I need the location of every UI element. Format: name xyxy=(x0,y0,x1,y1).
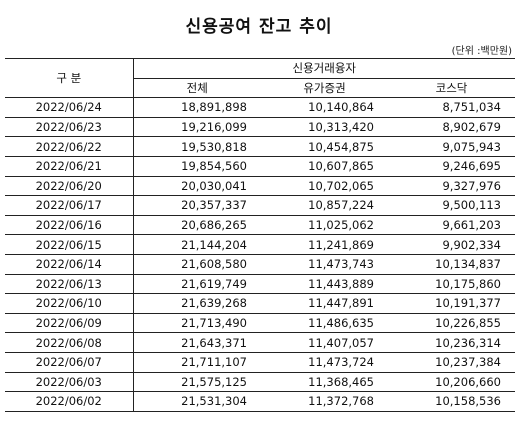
row-date: 2022/06/15 xyxy=(5,234,134,255)
row-kosdaq: 9,902,334 xyxy=(388,234,515,255)
row-date: 2022/06/24 xyxy=(5,97,134,118)
row-date: 2022/06/14 xyxy=(5,254,134,275)
table-row: 2022/06/15 21,144,204 11,241,869 9,902,334 xyxy=(5,234,515,255)
row-kosdaq: 10,206,660 xyxy=(388,372,515,393)
row-date: 2022/06/03 xyxy=(5,372,134,393)
table-row: 2022/06/13 21,619,749 11,443,889 10,175,860 xyxy=(5,274,515,295)
row-kosdaq: 9,327,976 xyxy=(388,176,515,197)
row-kospi: 10,454,875 xyxy=(261,136,388,157)
table-row: 2022/06/24 18,891,898 10,140,864 8,751,034 xyxy=(5,97,515,118)
row-total: 21,608,580 xyxy=(133,254,261,275)
row-date: 2022/06/09 xyxy=(5,313,134,334)
row-total: 19,216,099 xyxy=(133,117,261,138)
row-total: 19,530,818 xyxy=(133,136,261,157)
row-total: 19,854,560 xyxy=(133,156,261,177)
row-total: 21,531,304 xyxy=(133,391,261,412)
row-kosdaq: 10,191,377 xyxy=(388,293,515,314)
table-row: 2022/06/02 21,531,304 11,372,768 10,158,536 xyxy=(5,391,515,412)
row-kosdaq: 9,661,203 xyxy=(388,215,515,236)
table-row: 2022/06/08 21,643,371 11,407,057 10,236,314 xyxy=(5,332,515,353)
row-kosdaq: 10,236,314 xyxy=(388,332,515,353)
row-kospi: 11,025,062 xyxy=(261,215,388,236)
row-date: 2022/06/21 xyxy=(5,156,134,177)
row-total: 21,713,490 xyxy=(133,313,261,334)
row-kospi: 10,313,420 xyxy=(261,117,388,138)
header-total: 전체 xyxy=(133,78,261,99)
row-kospi: 10,857,224 xyxy=(261,195,388,216)
row-total: 21,643,371 xyxy=(133,332,261,353)
row-kosdaq: 9,246,695 xyxy=(388,156,515,177)
row-kosdaq: 10,134,837 xyxy=(388,254,515,275)
row-kospi: 10,702,065 xyxy=(261,176,388,197)
row-kospi: 11,447,891 xyxy=(261,293,388,314)
table-body: 2022/06/24 18,891,898 10,140,864 8,751,034 2… xyxy=(5,97,515,412)
row-total: 18,891,898 xyxy=(133,97,261,118)
row-kospi: 11,473,743 xyxy=(261,254,388,275)
row-date: 2022/06/08 xyxy=(5,332,134,353)
row-date: 2022/06/10 xyxy=(5,293,134,314)
row-total: 20,686,265 xyxy=(133,215,261,236)
row-date: 2022/06/22 xyxy=(5,136,134,157)
table-row: 2022/06/07 21,711,107 11,473,724 10,237,384 xyxy=(5,352,515,373)
row-kospi: 11,241,869 xyxy=(261,234,388,255)
row-kospi: 11,443,889 xyxy=(261,274,388,295)
row-kosdaq: 9,075,943 xyxy=(388,136,515,157)
row-total: 20,030,041 xyxy=(133,176,261,197)
row-total: 21,619,749 xyxy=(133,274,261,295)
row-date: 2022/06/20 xyxy=(5,176,134,197)
header-kospi: 유가증권 xyxy=(261,78,388,99)
row-total: 21,639,268 xyxy=(133,293,261,314)
row-date: 2022/06/23 xyxy=(5,117,134,138)
row-kosdaq: 10,237,384 xyxy=(388,352,515,373)
table-row: 2022/06/10 21,639,268 11,447,891 10,191,377 xyxy=(5,293,515,314)
table-row: 2022/06/20 20,030,041 10,702,065 9,327,976 xyxy=(5,176,515,197)
unit-note: (단위 :백만원) xyxy=(451,46,512,57)
table-row: 2022/06/17 20,357,337 10,857,224 9,500,113 xyxy=(5,195,515,216)
row-kospi: 11,473,724 xyxy=(261,352,388,373)
row-kospi: 11,486,635 xyxy=(261,313,388,334)
row-total: 21,711,107 xyxy=(133,352,261,373)
row-kospi: 11,372,768 xyxy=(261,391,388,412)
row-kospi: 10,607,865 xyxy=(261,156,388,177)
row-kosdaq: 9,500,113 xyxy=(388,195,515,216)
table-row: 2022/06/16 20,686,265 11,025,062 9,661,203 xyxy=(5,215,515,236)
table-row: 2022/06/21 19,854,560 10,607,865 9,246,695 xyxy=(5,156,515,177)
table-row: 2022/06/22 19,530,818 10,454,875 9,075,943 xyxy=(5,136,515,157)
row-kosdaq: 10,158,536 xyxy=(388,391,515,412)
row-date: 2022/06/02 xyxy=(5,391,134,412)
row-date: 2022/06/07 xyxy=(5,352,134,373)
row-kospi: 10,140,864 xyxy=(261,97,388,118)
header-group: 신용거래융자 xyxy=(133,58,515,79)
row-kospi: 11,407,057 xyxy=(261,332,388,353)
row-date: 2022/06/16 xyxy=(5,215,134,236)
header-kosdaq: 코스닥 xyxy=(388,78,515,99)
table-row: 2022/06/09 21,713,490 11,486,635 10,226,855 xyxy=(5,313,515,334)
row-total: 20,357,337 xyxy=(133,195,261,216)
row-kosdaq: 10,175,860 xyxy=(388,274,515,295)
header-period: 구 분 xyxy=(5,57,134,99)
row-kospi: 11,368,465 xyxy=(261,372,388,393)
row-total: 21,144,204 xyxy=(133,234,261,255)
row-kosdaq: 8,902,679 xyxy=(388,117,515,138)
page-title: 신용공여 잔고 추이 xyxy=(185,17,333,37)
row-date: 2022/06/13 xyxy=(5,274,134,295)
table-row: 2022/06/14 21,608,580 11,473,743 10,134,837 xyxy=(5,254,515,275)
table-row: 2022/06/03 21,575,125 11,368,465 10,206,660 xyxy=(5,372,515,393)
credit-balance-table: 구 분 신용거래융자 전체 유가증권 코스닥 2022/06/24 18,891,… xyxy=(5,57,515,412)
row-kosdaq: 10,226,855 xyxy=(388,313,515,334)
row-kosdaq: 8,751,034 xyxy=(388,97,515,118)
row-total: 21,575,125 xyxy=(133,372,261,393)
row-date: 2022/06/17 xyxy=(5,195,134,216)
table-row: 2022/06/23 19,216,099 10,313,420 8,902,679 xyxy=(5,117,515,138)
